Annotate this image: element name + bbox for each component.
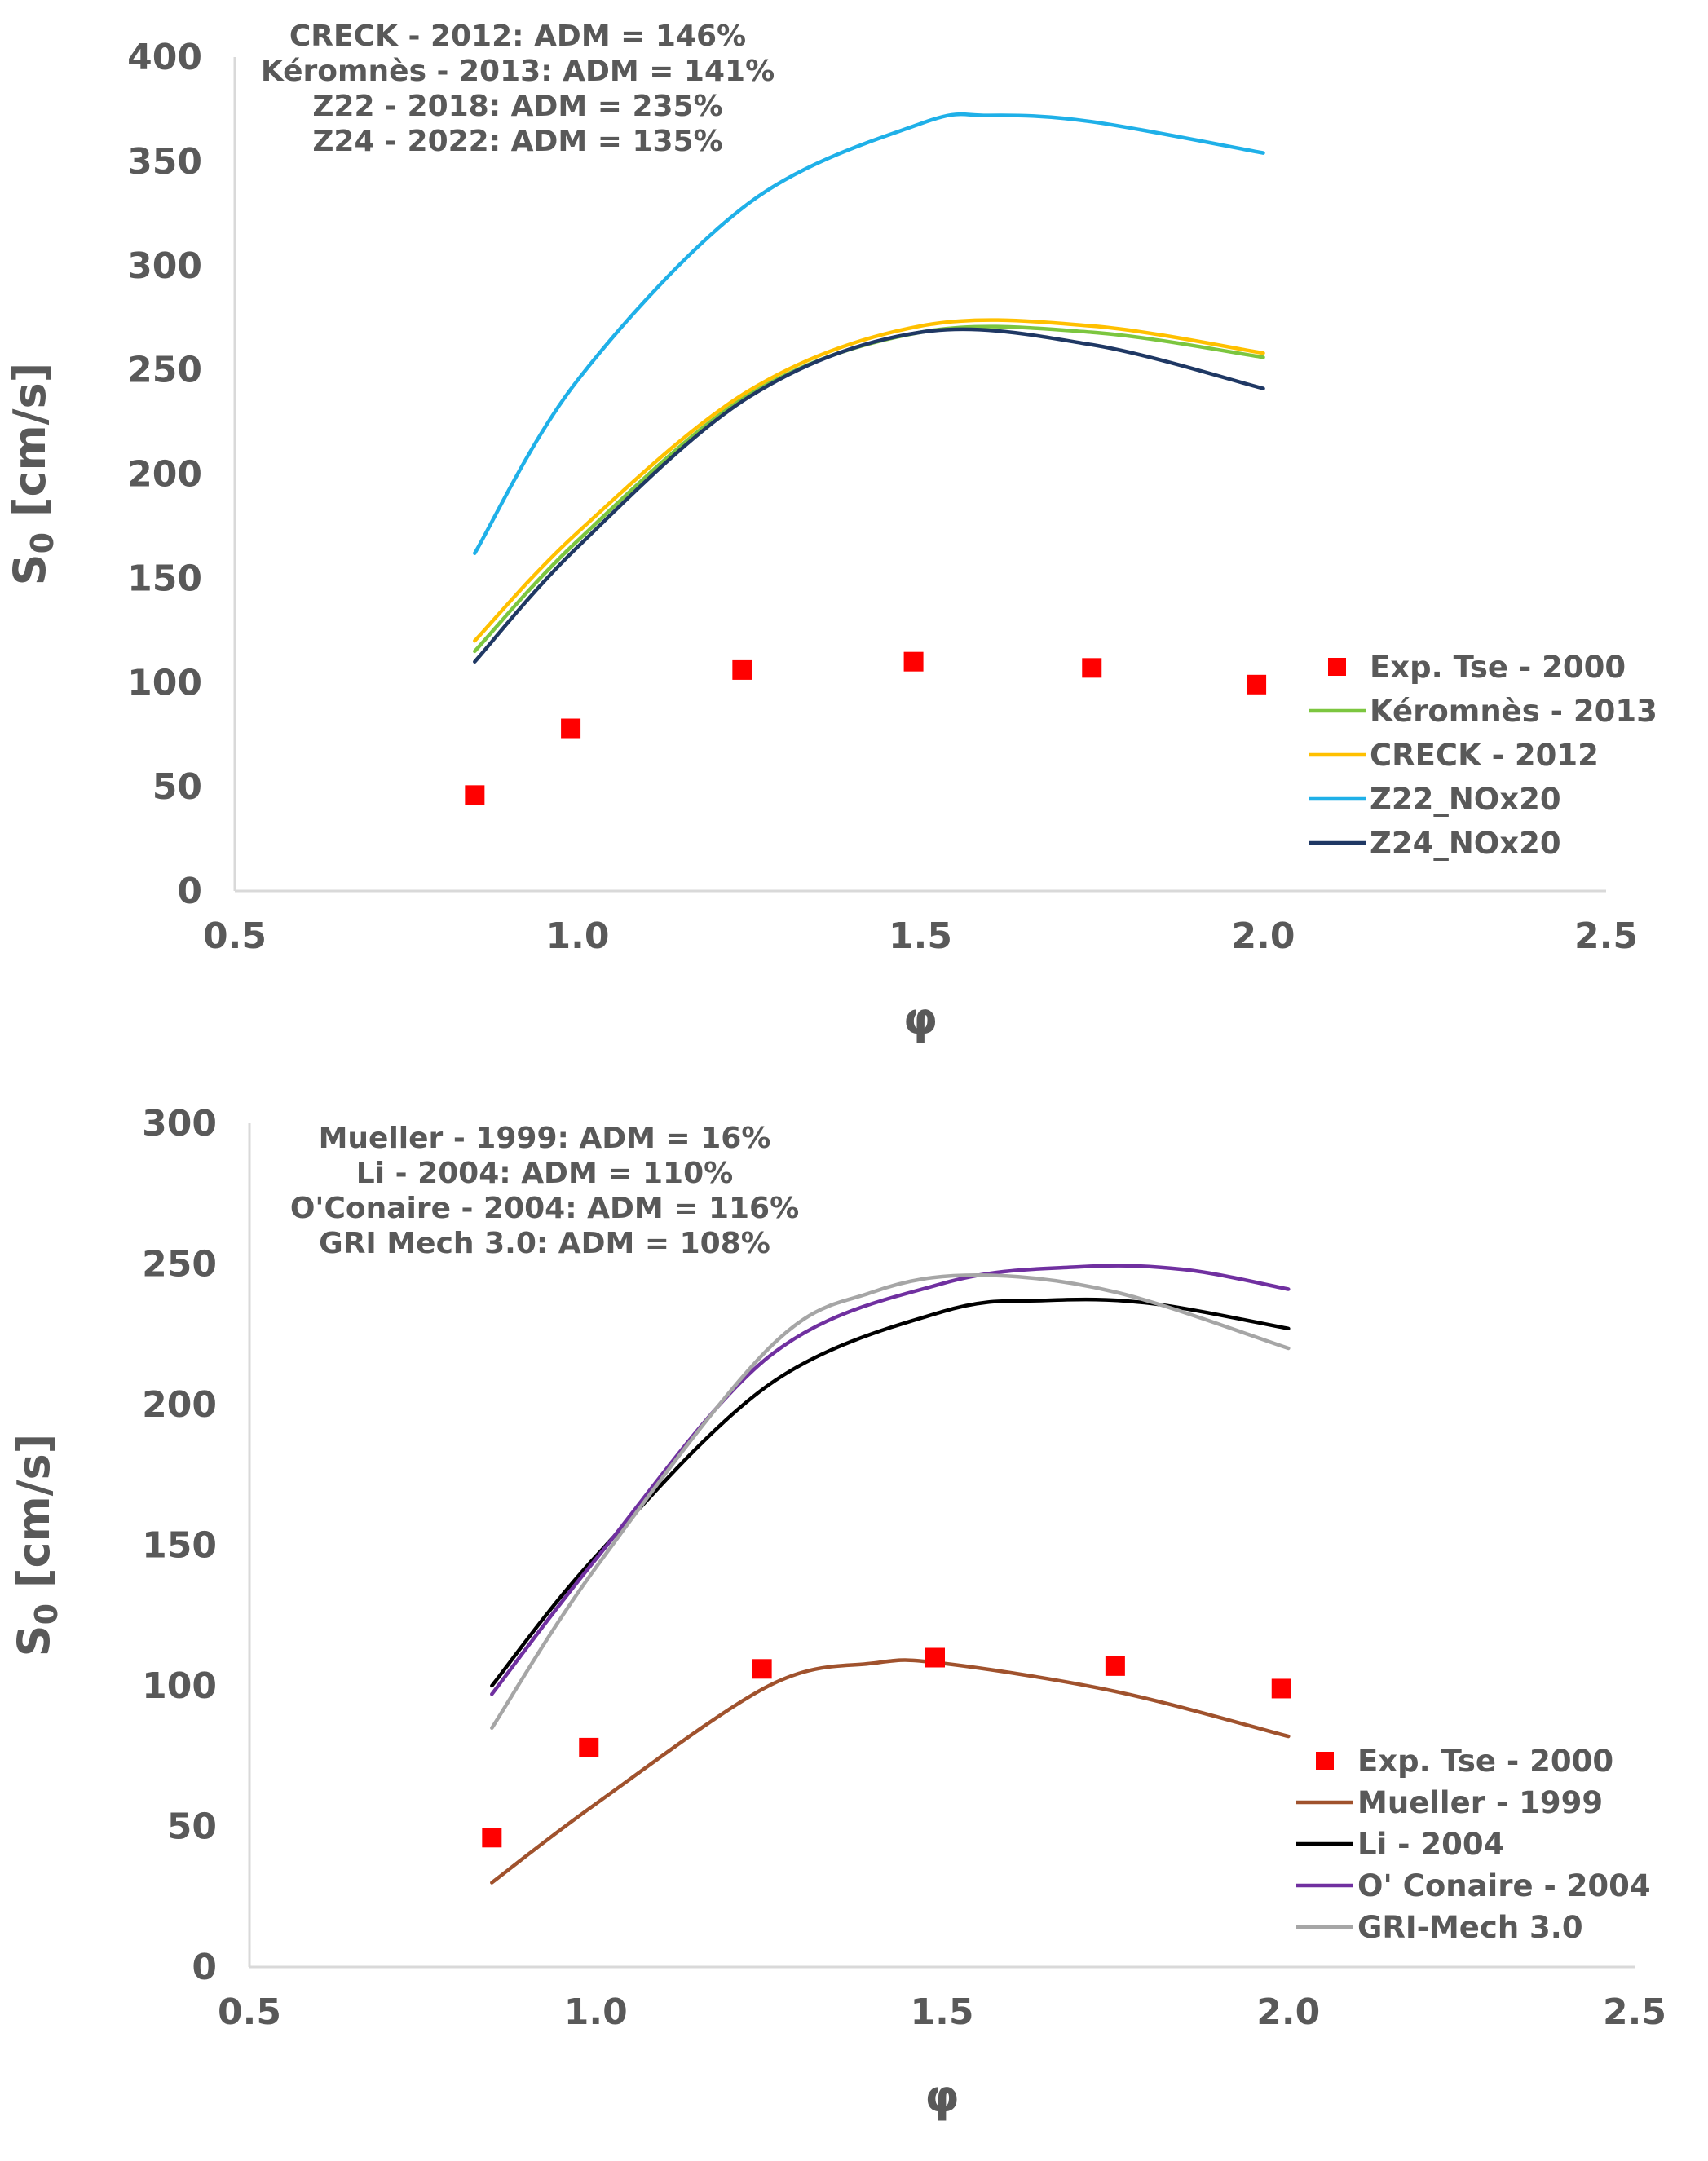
y-axis-label-units: [cm/s] <box>4 363 55 532</box>
x-tick-label: 1.0 <box>546 915 610 957</box>
legend-label-3: GRI-Mech 3.0 <box>1357 1910 1583 1945</box>
series-line-3 <box>473 327 1265 664</box>
series-line-2 <box>473 112 1265 555</box>
legend-label-2: Z22_NOx20 <box>1370 782 1561 817</box>
y-axis-label: S0 [cm/s] <box>8 1434 64 1657</box>
adm-annotation: Li - 2004: ADM = 110% <box>356 1157 733 1190</box>
x-tick-label: 1.5 <box>889 915 952 957</box>
y-tick-label: 150 <box>142 1525 217 1567</box>
exp-data-point <box>1082 658 1102 678</box>
y-tick-label: 50 <box>152 766 202 808</box>
series-line-2 <box>490 1264 1291 1696</box>
series-line-3 <box>490 1273 1291 1731</box>
y-tick-label: 300 <box>127 245 202 287</box>
exp-data-point <box>732 659 752 680</box>
x-tick-label: 2.0 <box>1232 915 1295 957</box>
adm-annotation: Kéromnès - 2013: ADM = 141% <box>261 55 775 88</box>
legend-label-1: CRECK - 2012 <box>1370 738 1599 773</box>
exp-data-point <box>465 785 485 805</box>
legend-label-0: Kéromnès - 2013 <box>1370 694 1657 729</box>
series-line-0 <box>490 1658 1291 1885</box>
legend-label-0: Mueller - 1999 <box>1357 1785 1603 1820</box>
x-axis-label: φ <box>925 2071 959 2122</box>
legend-label-exp: Exp. Tse - 2000 <box>1357 1744 1613 1779</box>
series-line-1 <box>473 318 1265 643</box>
y-tick-label: 350 <box>127 141 202 183</box>
chart-top: 0 50 100 150 200 250 300 350 400 0.5 1.0 1.5 2.0 2.5 φ… <box>4 20 1657 1044</box>
exp-data-point <box>1271 1678 1291 1699</box>
y-axis-label-main: S <box>8 1625 60 1656</box>
y-axis-label-subscript: 0 <box>29 1603 64 1625</box>
y-tick-label: 250 <box>127 350 202 391</box>
y-tick-label: 0 <box>177 871 202 912</box>
adm-annotation: Z22 - 2018: ADM = 235% <box>312 90 722 123</box>
y-axis-label: S0 [cm/s] <box>4 363 60 586</box>
y-axis-label-subscript: 0 <box>24 532 60 553</box>
x-tick-label: 0.5 <box>203 915 267 957</box>
y-tick-label: 200 <box>127 454 202 496</box>
adm-annotation: O'Conaire - 2004: ADM = 116% <box>290 1192 799 1225</box>
legend: Exp. Tse - 2000 Mueller - 1999 Li - 2004 O'… <box>1296 1744 1651 1945</box>
y-tick-label: 100 <box>142 1665 217 1707</box>
exp-data-point <box>752 1659 772 1679</box>
y-axis-label-units: [cm/s] <box>8 1434 60 1603</box>
exp-data-point <box>561 718 581 739</box>
y-tick-label: 150 <box>127 558 202 599</box>
y-tick-label: 250 <box>142 1244 217 1286</box>
x-tick-label: 0.5 <box>218 1991 281 2033</box>
y-tick-label: 50 <box>167 1806 217 1848</box>
x-tick-label: 2.5 <box>1603 1991 1666 2033</box>
x-tick-label: 2.5 <box>1574 915 1638 957</box>
legend-marker-exp <box>1328 658 1346 676</box>
x-tick-label: 1.5 <box>911 1991 974 2033</box>
adm-annotation: Z24 - 2022: ADM = 135% <box>312 125 722 158</box>
adm-annotation: GRI Mech 3.0: ADM = 108% <box>319 1227 770 1260</box>
legend-marker-exp <box>1316 1752 1334 1770</box>
exp-data-point <box>579 1737 599 1757</box>
exp-data-point <box>1105 1656 1125 1676</box>
x-axis-label: φ <box>903 993 938 1044</box>
exp-data-point <box>482 1828 502 1848</box>
exp-data-point <box>903 651 924 672</box>
adm-annotation: Mueller - 1999: ADM = 16% <box>319 1122 771 1155</box>
exp-data-point <box>1247 674 1267 695</box>
x-tick-label: 1.0 <box>564 1991 628 2033</box>
y-tick-label: 100 <box>127 662 202 703</box>
y-tick-label: 200 <box>142 1384 217 1426</box>
legend: Exp. Tse - 2000 Kéromnès - 2013 CRECK - 20… <box>1309 650 1657 861</box>
y-tick-label: 400 <box>127 37 202 78</box>
series-line-1 <box>490 1297 1291 1688</box>
y-axis-label-main: S <box>4 553 55 585</box>
exp-data-point <box>925 1647 946 1668</box>
y-tick-label: 0 <box>192 1947 217 1988</box>
legend-label-exp: Exp. Tse - 2000 <box>1370 650 1626 685</box>
series-line-0 <box>473 324 1265 654</box>
x-tick-label: 2.0 <box>1256 1991 1320 2033</box>
y-tick-label: 300 <box>142 1103 217 1144</box>
adm-annotation: CRECK - 2012: ADM = 146% <box>289 20 746 53</box>
legend-label-2: O' Conaire - 2004 <box>1357 1868 1651 1903</box>
legend-label-1: Li - 2004 <box>1357 1827 1504 1862</box>
legend-label-3: Z24_NOx20 <box>1370 826 1561 861</box>
